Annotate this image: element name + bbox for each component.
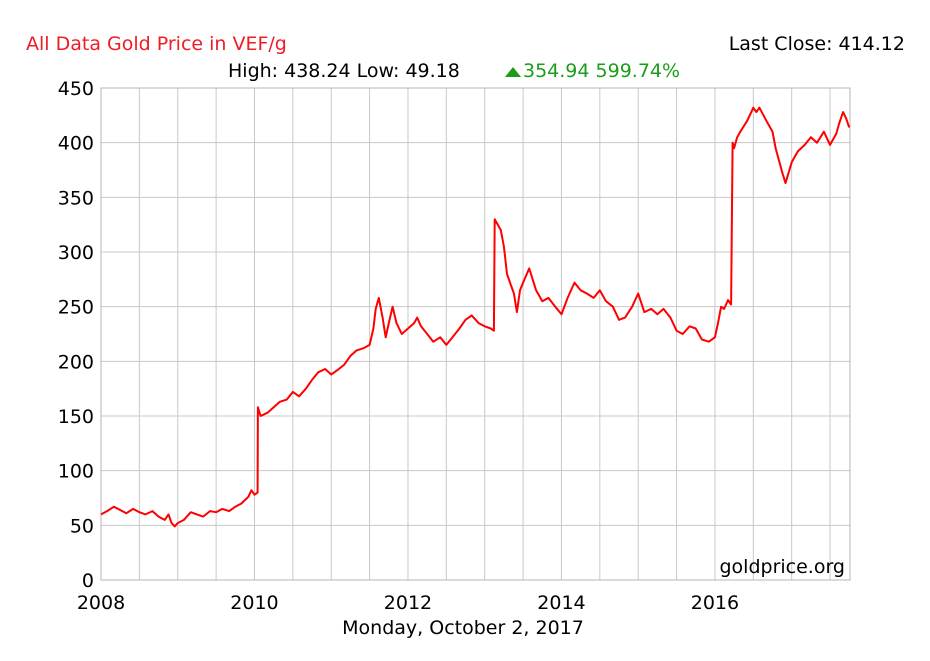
watermark-label: goldprice.org (719, 556, 845, 578)
y-tick-label: 50 (70, 515, 94, 537)
chart-title: All Data Gold Price in VEF/g (26, 33, 287, 55)
high-low-label: High: 438.24 Low: 49.18 (228, 60, 460, 82)
y-tick-label: 200 (58, 351, 94, 373)
y-tick-label: 300 (58, 242, 94, 264)
x-tick-label: 2014 (537, 592, 585, 614)
change-label: 354.94 599.74% (523, 60, 680, 82)
y-tick-label: 150 (58, 406, 94, 428)
up-triangle-icon (505, 67, 521, 77)
x-tick-label: 2008 (77, 592, 125, 614)
plot-frame (100, 87, 851, 581)
y-tick-labels: 0 50 100 150 200 250 300 350 400 450 (58, 78, 94, 592)
grid-lines (101, 88, 850, 580)
y-tick-label: 450 (58, 78, 94, 100)
y-tick-label: 0 (82, 570, 94, 592)
date-label: Monday, October 2, 2017 (342, 617, 584, 639)
y-tick-label: 250 (58, 297, 94, 319)
y-tick-label: 400 (58, 133, 94, 155)
y-tick-label: 350 (58, 187, 94, 209)
series-layer (100, 106, 851, 528)
y-tick-label: 100 (58, 461, 94, 483)
x-tick-labels: 2008 2010 2012 2014 2016 (77, 592, 739, 614)
series-line (100, 106, 851, 528)
last-close-label: Last Close: 414.12 (729, 33, 905, 55)
x-tick-label: 2012 (384, 592, 432, 614)
x-tick-label: 2010 (230, 592, 278, 614)
x-tick-label: 2016 (691, 592, 739, 614)
